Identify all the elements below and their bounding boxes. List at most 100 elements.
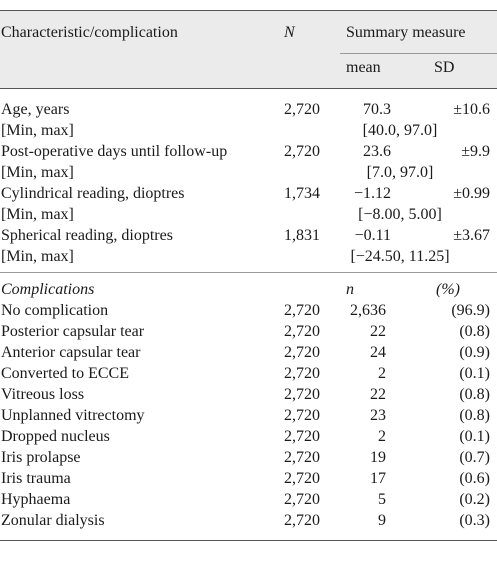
row-N: 2,720 xyxy=(284,323,320,340)
row-N: 2,720 xyxy=(284,449,320,466)
row-range: [40.0, 97.0] xyxy=(362,122,438,139)
table-row: Converted to ECCE 2,720 2 (0.1) xyxy=(0,363,497,384)
row-count: 22 xyxy=(370,386,386,403)
row-sd: ±3.67 xyxy=(453,227,490,244)
table-row: Unplanned vitrectomy 2,720 23 (0.8) xyxy=(0,405,497,426)
header-characteristic: Characteristic/complication xyxy=(1,24,178,41)
row-n: 1,734 xyxy=(284,185,320,202)
row-percent: (0.9) xyxy=(459,344,490,361)
row-label: Zonular dialysis xyxy=(1,512,105,529)
row-label: Iris prolapse xyxy=(1,449,81,466)
row-percent: (0.7) xyxy=(459,449,490,466)
row-percent: (0.8) xyxy=(459,407,490,424)
row-mean: 23.6 xyxy=(363,143,391,160)
row-percent: (0.2) xyxy=(459,491,490,508)
table-row: No complication 2,720 2,636 (96.9) xyxy=(0,300,497,321)
row-label: Converted to ECCE xyxy=(1,365,129,382)
row-label: Spherical reading, dioptres xyxy=(1,227,173,244)
table-row: [Min, max] [7.0, 97.0] xyxy=(0,162,497,183)
row-N: 2,720 xyxy=(284,407,320,424)
row-count: 19 xyxy=(370,449,386,466)
row-percent: (96.9) xyxy=(451,302,490,319)
table-row: Anterior capsular tear 2,720 24 (0.9) xyxy=(0,342,497,363)
table-row: Posterior capsular tear 2,720 22 (0.8) xyxy=(0,321,497,342)
row-N: 2,720 xyxy=(284,470,320,487)
complications-n-header: n xyxy=(346,281,354,298)
row-label: Unplanned vitrectomy xyxy=(1,407,145,424)
row-N: 2,720 xyxy=(284,512,320,529)
row-mean: −1.12 xyxy=(353,185,391,202)
row-range-label: [Min, max] xyxy=(1,248,74,265)
data-table: Characteristic/complication N Summary me… xyxy=(0,10,497,541)
row-percent: (0.1) xyxy=(459,365,490,382)
row-percent: (0.3) xyxy=(459,512,490,529)
row-label: Anterior capsular tear xyxy=(1,344,141,361)
row-range: [7.0, 97.0] xyxy=(366,164,434,181)
row-count: 24 xyxy=(370,344,386,361)
row-N: 2,720 xyxy=(284,386,320,403)
row-N: 2,720 xyxy=(284,428,320,445)
table-row: [Min, max] [40.0, 97.0] xyxy=(0,120,497,141)
row-sd: ±9.9 xyxy=(461,143,490,160)
complications-section: Complications n (%) No complication 2,72… xyxy=(0,272,497,541)
row-count: 2 xyxy=(378,365,386,382)
row-range-label: [Min, max] xyxy=(1,122,74,139)
header-sd: SD xyxy=(434,59,455,76)
row-range: [−8.00, 5.00] xyxy=(358,206,442,223)
row-label: Age, years xyxy=(1,101,70,118)
complications-pct-header: (%) xyxy=(436,281,460,298)
row-percent: (0.6) xyxy=(459,470,490,487)
table-row: Post-operative days until follow-up 2,72… xyxy=(0,141,497,162)
row-range: [−24.50, 11.25] xyxy=(350,248,450,265)
row-range-label: [Min, max] xyxy=(1,206,74,223)
header-n: N xyxy=(284,24,295,41)
row-N: 2,720 xyxy=(284,491,320,508)
row-sd: ±10.6 xyxy=(453,101,490,118)
complications-header-row: Complications n (%) xyxy=(0,279,497,300)
row-N: 2,720 xyxy=(284,302,320,319)
table-row: Iris trauma 2,720 17 (0.6) xyxy=(0,468,497,489)
characteristics-section: Age, years 2,720 70.3 ±10.6 [Min, max] [… xyxy=(0,89,497,272)
row-sd: ±0.99 xyxy=(453,185,490,202)
table-row: Iris prolapse 2,720 19 (0.7) xyxy=(0,447,497,468)
table-row: Vitreous loss 2,720 22 (0.8) xyxy=(0,384,497,405)
row-mean: −0.11 xyxy=(354,227,391,244)
header-divider xyxy=(340,53,497,54)
row-n: 1,831 xyxy=(284,227,320,244)
row-label: No complication xyxy=(1,302,109,319)
row-label: Hyphaema xyxy=(1,491,71,508)
table-header: Characteristic/complication N Summary me… xyxy=(0,10,497,89)
row-count: 22 xyxy=(370,323,386,340)
header-mean: mean xyxy=(346,59,381,76)
row-count: 17 xyxy=(370,470,386,487)
row-N: 2,720 xyxy=(284,365,320,382)
row-n: 2,720 xyxy=(284,101,320,118)
complications-title: Complications xyxy=(1,281,95,298)
table-row: Age, years 2,720 70.3 ±10.6 xyxy=(0,99,497,120)
row-count: 2,636 xyxy=(350,302,386,319)
row-percent: (0.8) xyxy=(459,386,490,403)
table-row: Spherical reading, dioptres 1,831 −0.11 … xyxy=(0,225,497,246)
table-row: Hyphaema 2,720 5 (0.2) xyxy=(0,489,497,510)
row-mean: 70.3 xyxy=(363,101,391,118)
row-count: 9 xyxy=(378,512,386,529)
row-label: Post-operative days until follow-up xyxy=(1,143,228,160)
row-label: Dropped nucleus xyxy=(1,428,110,445)
row-percent: (0.1) xyxy=(459,428,490,445)
row-percent: (0.8) xyxy=(459,323,490,340)
row-range-label: [Min, max] xyxy=(1,164,74,181)
row-count: 23 xyxy=(370,407,386,424)
row-label: Cylindrical reading, dioptres xyxy=(1,185,185,202)
row-label: Vitreous loss xyxy=(1,386,85,403)
table-row: Dropped nucleus 2,720 2 (0.1) xyxy=(0,426,497,447)
row-N: 2,720 xyxy=(284,344,320,361)
table-row: Zonular dialysis 2,720 9 (0.3) xyxy=(0,510,497,531)
row-label: Posterior capsular tear xyxy=(1,323,145,340)
row-count: 5 xyxy=(378,491,386,508)
table-row: [Min, max] [−24.50, 11.25] xyxy=(0,246,497,267)
row-label: Iris trauma xyxy=(1,470,71,487)
table-row: [Min, max] [−8.00, 5.00] xyxy=(0,204,497,225)
row-count: 2 xyxy=(378,428,386,445)
table-row: Cylindrical reading, dioptres 1,734 −1.1… xyxy=(0,183,497,204)
row-n: 2,720 xyxy=(284,143,320,160)
